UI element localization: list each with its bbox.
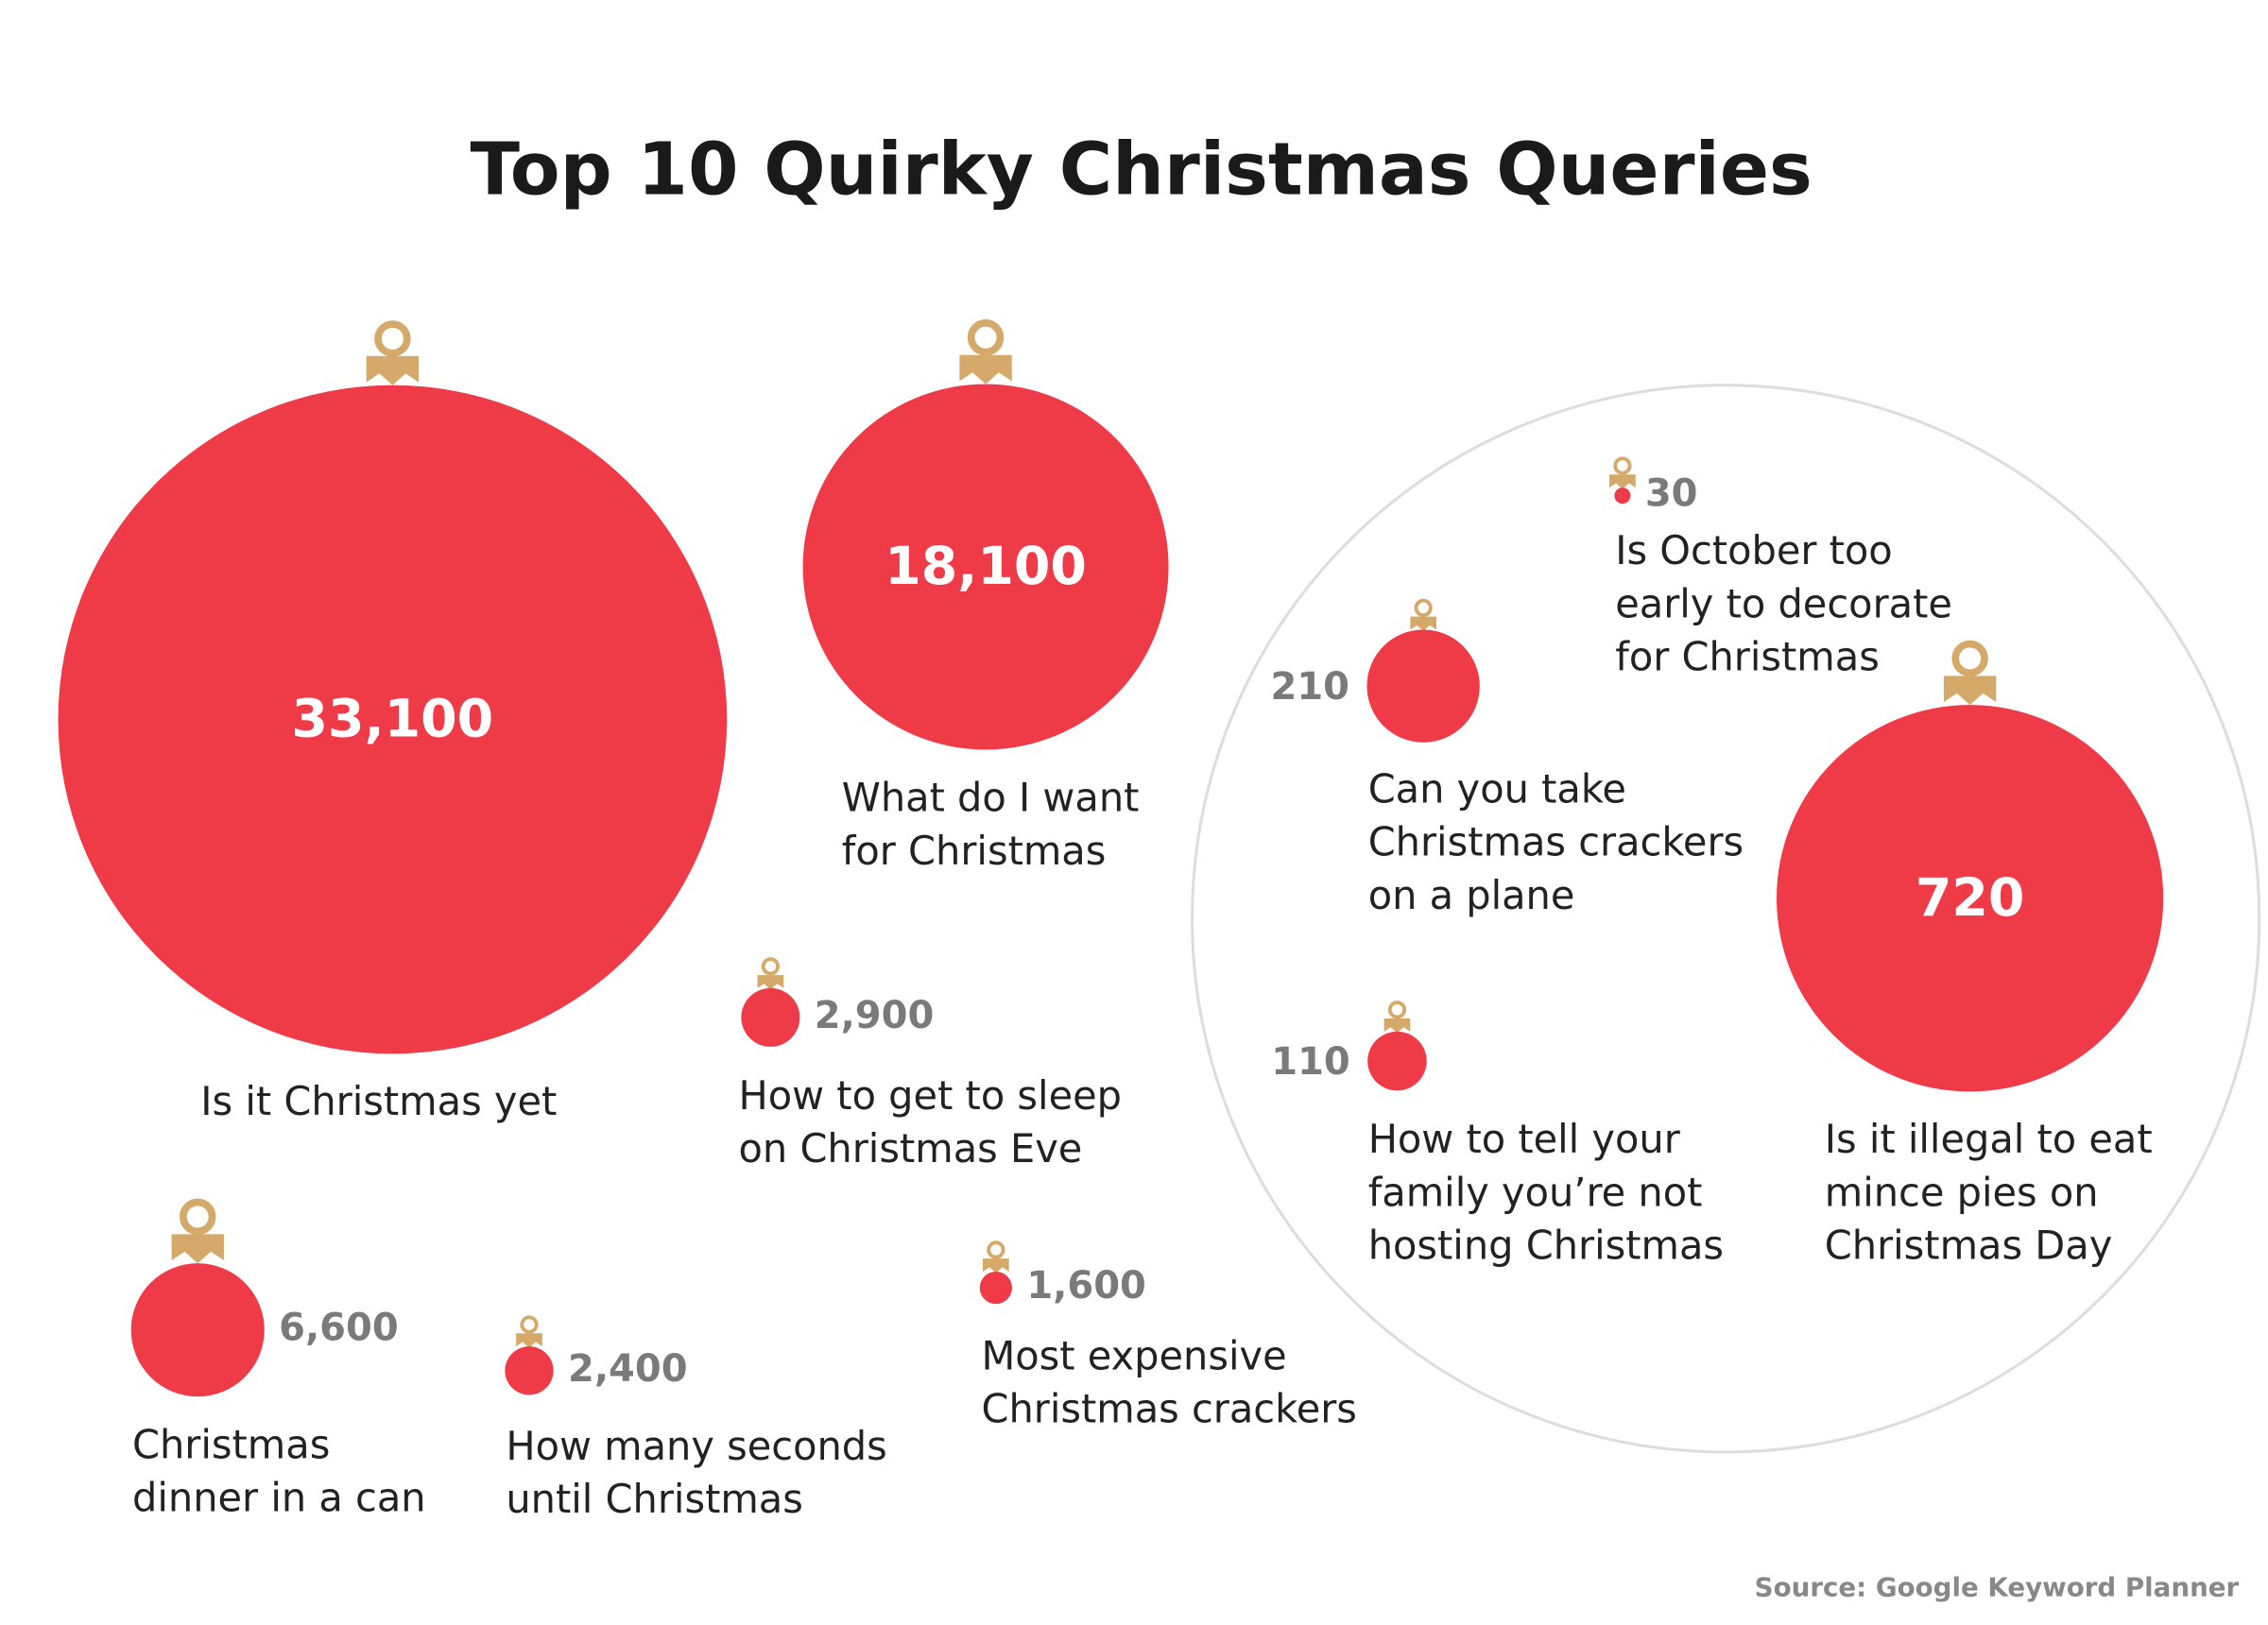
value-label: 2,400: [568, 1347, 688, 1391]
bubble-label: Can you take Christmas crackers on a pla…: [1368, 765, 1757, 917]
bubble: [1777, 705, 2164, 1092]
cap-ring: [1951, 640, 1988, 677]
cap: [1943, 676, 1997, 706]
cap-ring: [1613, 456, 1632, 475]
value-label: 33,100: [292, 690, 494, 750]
ornament-cap: [1609, 456, 1636, 489]
ornament-cap: [757, 957, 784, 990]
cap-ring: [1387, 1001, 1407, 1019]
bubble-label: Christmas dinner in a can: [132, 1421, 426, 1520]
bubble: [802, 384, 1169, 750]
cap-ring: [987, 1240, 1005, 1259]
ornament-cap: [1410, 598, 1436, 632]
value-label: 18,100: [885, 537, 1087, 597]
cap-ring: [520, 1315, 539, 1334]
ornament-cap: [171, 1198, 224, 1264]
bubble: [979, 1271, 1012, 1305]
cap: [959, 354, 1012, 385]
value-label: 110: [1271, 1040, 1350, 1084]
bubble: [130, 1263, 265, 1397]
bubble-label: Is it illegal to eat mince pies on Chris…: [1825, 1116, 2165, 1268]
ornament-cap: [516, 1315, 542, 1348]
source: Source: Google Keyword Planner: [1755, 1572, 2240, 1603]
cap-ring: [967, 319, 1005, 356]
cap: [757, 975, 784, 990]
cap: [516, 1333, 542, 1348]
cap: [1410, 616, 1436, 632]
bubble-label: How to tell your family you’re not hosti…: [1368, 1116, 1724, 1268]
cap-ring: [1414, 598, 1433, 618]
bubble: [58, 385, 728, 1054]
bubble: [1367, 1031, 1427, 1091]
value-label: 6,600: [279, 1307, 399, 1350]
cap: [983, 1258, 1009, 1274]
value-label: 720: [1916, 868, 2025, 929]
bubble-label: Most expensive Christmas crackers: [981, 1332, 1356, 1431]
ornament-cap: [1943, 640, 1997, 706]
value-label: 30: [1645, 472, 1698, 516]
bubble-label: Is October too early to decorate for Chr…: [1615, 527, 1965, 679]
bubble: [505, 1346, 554, 1395]
ornament-cap: [983, 1240, 1009, 1274]
value-label: 210: [1271, 665, 1350, 709]
cap: [366, 355, 420, 385]
bubble-label: How many seconds until Christmas: [506, 1423, 900, 1522]
value-label: 2,900: [815, 994, 935, 1037]
ornament-cap: [1383, 1001, 1411, 1034]
bubble: [741, 987, 800, 1047]
cap-ring: [761, 957, 781, 976]
cap: [1383, 1018, 1411, 1034]
cap: [1609, 474, 1636, 489]
inset-circle: [1191, 384, 2261, 1454]
ornament-cap: [366, 320, 420, 385]
value-label: 1,600: [1026, 1264, 1146, 1308]
cap-ring: [374, 320, 411, 357]
bubble-label: How to get to sleep on Christmas Eve: [739, 1072, 1135, 1172]
ornament-cap: [959, 319, 1012, 385]
cap-ring: [180, 1198, 216, 1236]
chart-title: Top 10 Quirky Christmas Queries: [471, 128, 1813, 213]
bubble-label: What do I want for Christmas: [842, 775, 1152, 874]
bubble: [1366, 629, 1480, 743]
cap: [171, 1234, 224, 1264]
bubble-label: Is it Christmas yet: [200, 1078, 557, 1124]
bubble: [1614, 488, 1631, 505]
